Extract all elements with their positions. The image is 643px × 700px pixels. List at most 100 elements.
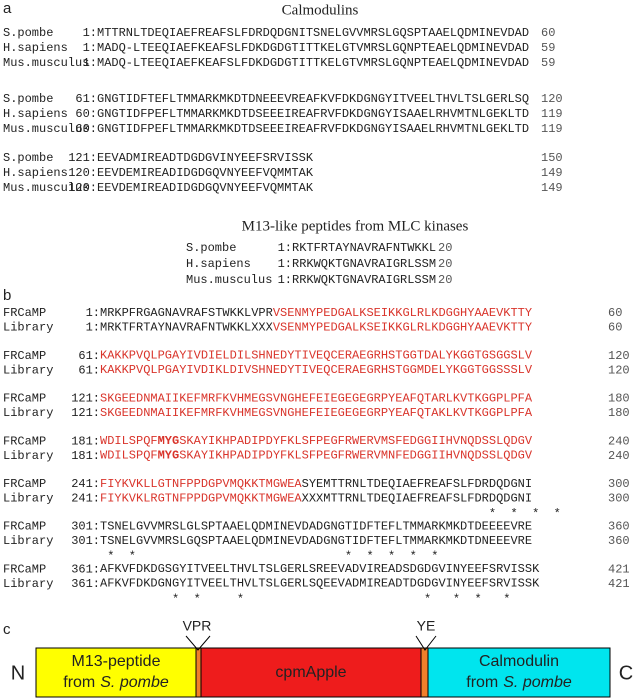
sequence: EEVDEMIREADIDGDGQVNYEEFVQMMTAK — [97, 166, 314, 180]
sequence-end: 149 — [541, 166, 563, 180]
sequence-name: S.pombe — [186, 241, 236, 255]
sequence-segment: VSENMYPEDGALKSEIKKGLRLKDGGHYAAEVKTTY — [273, 306, 532, 320]
sequence-name: S.pombe — [3, 151, 53, 165]
sequence-name: Mus.musculus — [3, 181, 89, 195]
sequence-name: FRCaMP — [3, 520, 46, 534]
sequence-start: 120: — [68, 166, 97, 180]
sequence-start: 1: — [278, 273, 292, 287]
domain-label: from S. pombe — [466, 674, 572, 691]
sequence-end: 150 — [541, 151, 563, 165]
sequence: GNGTIDFTEFLTMMARKMKDTDNEEEVREAFKVFDKDGNG… — [97, 92, 529, 106]
sequence-start: 61: — [75, 92, 97, 106]
calmodulin-domain — [427, 647, 611, 698]
sequence-start: 361: — [71, 562, 100, 576]
sequence-name: H.sapiens — [3, 41, 68, 55]
sequence-name: FRCaMP — [3, 562, 46, 576]
sequence-name: Library — [3, 491, 53, 505]
sequence-segment: XXXMTTRNLTDEQIAEFREAFSLFDRDQDGNI — [302, 491, 532, 505]
sequence-start: 181: — [71, 449, 100, 463]
sequence: TSNELGVVMRSLGLSPTAAELQDMINEVDADGNGTIDFTE… — [100, 520, 532, 534]
sequence-segment: MRKPFRGAGNAVRAFSTWKKLVPR — [100, 306, 273, 320]
sequence: FIYKVKLLGTNFPPDGPVMQKKTMGWEASYEMTTRNLTDE… — [100, 477, 532, 491]
sequence-start: 60: — [75, 107, 97, 121]
sequence-start: 1: — [83, 26, 97, 40]
sequence-start: 181: — [71, 434, 100, 448]
sequence-end: 120 — [541, 92, 563, 106]
sequence: TSNELGVVMRSLGQSPTAAELQDMINEVDADGNGTIDFTE… — [100, 534, 532, 548]
linker-label: YE — [417, 618, 436, 634]
sequence-segment: MYG — [158, 434, 180, 448]
sequence-end: 421 — [608, 577, 630, 591]
sequence-segment: WDILSPQF — [100, 449, 158, 463]
sequence-segment: SKGEEDNMAIIKEFMRFKVHMEGSVNGHEFEIEGEGEGRP… — [100, 392, 533, 406]
sequence-end: 300 — [608, 477, 630, 491]
sequence-start: 1: — [278, 241, 292, 255]
sequence-start: 361: — [71, 577, 100, 591]
sequence-end: 421 — [608, 562, 630, 576]
sequence-end: 59 — [541, 56, 555, 70]
sequence-end: 120 — [608, 349, 630, 363]
sequence-segment: SYEMTTRNLTDEQIAEFREAFSLFDRDQDGNI — [302, 477, 532, 491]
sequence: MRKPFRGAGNAVRAFSTWKKLVPRVSENMYPEDGALKSEI… — [100, 306, 532, 320]
panel-label: b — [3, 287, 11, 304]
sequence-end: 20 — [438, 257, 452, 271]
sequence-name: Library — [3, 406, 53, 420]
sequence-start: 60: — [75, 122, 97, 136]
sequence-end: 20 — [438, 241, 452, 255]
domain-label: M13-peptide — [72, 653, 161, 670]
sequence-end: 60 — [541, 26, 555, 40]
sequence-segment: SKGEEDNMAIIKEFMRFKVHMEGSVNGHEFEIEGEGEGRP… — [100, 406, 533, 420]
sequence-segment: AFKVFDKDGNGYITVEELTHVLTSLGERLSQEEVADMIRE… — [100, 577, 540, 591]
sequence: SKGEEDNMAIIKEFMRFKVHMEGSVNGHEFEIEGEGEGRP… — [100, 406, 533, 420]
sequence-name: Mus.musculus — [3, 56, 89, 70]
sequence-segment: TSNELGVVMRSLGLSPTAAELQDMINEVDADGNGTIDFTE… — [100, 520, 532, 534]
sequence-start: 1: — [83, 56, 97, 70]
sequence: WDILSPQFMYGSKAYIKHPADIPDYFKLSFPEGFRWERVM… — [100, 449, 533, 463]
sequence: FIYKVKLRGTNFPPDGPVMQKKTMGWEAXXXMTTRNLTDE… — [100, 491, 532, 505]
sequence: KAKKPVQLPGAYIVDIKLDIVSHNEDYTIVEQCERAEGRH… — [100, 363, 533, 377]
sequence-start: 61: — [78, 363, 100, 377]
panel-title: M13-like peptides from MLC kinases — [242, 218, 469, 234]
sequence-segment: KAKKPVQLPGAYIVDIKLDIVSHNEDYTIVEQCERAEGRH… — [100, 363, 533, 377]
sequence-end: 119 — [541, 107, 563, 121]
sequence-segment: WDILSPQF — [100, 434, 158, 448]
sequence-start: 121: — [68, 151, 97, 165]
sequence-segment: KAKKPVQLPGAYIVDIELDILSHNEDYTIVEQCERAEGRH… — [100, 349, 533, 363]
sequence: MADQ-LTEEQIAEFKEAFSLFDKDGDGTITTKELGTVMRS… — [97, 56, 529, 70]
sequence-end: 60 — [608, 321, 622, 335]
sequence-start: 121: — [71, 392, 100, 406]
sequence: GNGTIDFPEFLTMMARKMKDTDSEEEIREAFRVFDKDGNG… — [97, 107, 529, 121]
linker — [195, 647, 202, 698]
sequence: AFKVFDKDGNGYITVEELTHVLTSLGERLSQEEVADMIRE… — [100, 577, 540, 591]
sequence-segment: MYG — [158, 449, 180, 463]
sequence-name: Library — [3, 577, 53, 591]
sequence: EEVADMIREADTDGDGVINYEEFSRVISSK — [97, 151, 314, 165]
conservation-marks: * * * * * * * — [100, 550, 438, 564]
sequence: KAKKPVQLPGAYIVDIELDILSHNEDYTIVEQCERAEGRH… — [100, 349, 533, 363]
sequence-name: Mus.musculus — [3, 122, 89, 136]
sequence: RRKWQKTGNAVRAIGRLSSM — [292, 273, 436, 287]
sequence-end: 59 — [541, 41, 555, 55]
sequence-name: FRCaMP — [3, 306, 46, 320]
construct-diagram: N C VPR YE M13-peptide from S. pombe cpmA… — [11, 618, 633, 698]
sequence-name: Library — [3, 363, 53, 377]
sequence-end: 60 — [608, 306, 622, 320]
sequence-end: 180 — [608, 392, 630, 406]
sequence-name: H.sapiens — [3, 107, 68, 121]
sequence: WDILSPQFMYGSKAYIKHPADIPDYFKLSFPEGFRWERVM… — [100, 434, 533, 448]
sequence-name: S.pombe — [3, 26, 53, 40]
sequence-name: H.sapiens — [3, 166, 68, 180]
sequence-start: 1: — [86, 306, 100, 320]
sequence-start: 61: — [78, 349, 100, 363]
cpmapple-domain — [200, 647, 422, 698]
sequence-end: 119 — [541, 122, 563, 136]
sequence-end: 120 — [608, 363, 630, 377]
sequence-name: FRCaMP — [3, 434, 46, 448]
sequence: GNGTIDFPEFLTMMARKMKDTDSEEEIREAFRVFDKDGNG… — [97, 122, 529, 136]
sequence-start: 241: — [71, 491, 100, 505]
sequence: MTTRNLTDEQIAEFREAFSLFDRDQDGNITSNELGVVMRS… — [97, 26, 529, 40]
sequence-name: Library — [3, 534, 53, 548]
sequence: EEVDEMIREADIDGDGQVNYEEFVQMMTAK — [97, 181, 314, 195]
sequence: MRKTFRTAYNAVRAFNTWKKLXXXVSENMYPEDGALKSEI… — [100, 321, 532, 335]
panel-label: a — [3, 0, 12, 17]
